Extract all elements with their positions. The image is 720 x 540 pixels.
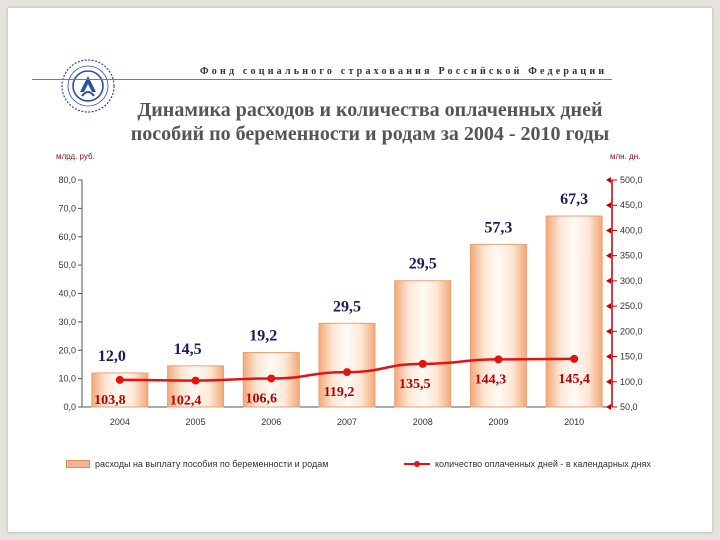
bar-2007	[318, 322, 376, 408]
right-axis-tick-label: 50,0	[620, 402, 638, 412]
right-axis-tick-label: 300,0	[620, 276, 643, 286]
x-axis-tick-label: 2010	[564, 417, 584, 427]
right-axis-tick-label: 200,0	[620, 326, 643, 336]
right-axis-unit: млн. дн.	[610, 152, 641, 161]
x-axis-tick-label: 2008	[413, 417, 433, 427]
bar-value-label: 57,3	[484, 219, 512, 236]
left-axis-tick-label: 80,0	[58, 175, 76, 185]
line-value-label: 145,4	[558, 372, 590, 387]
right-axis-arrow-icon	[606, 303, 611, 310]
right-axis-arrow-icon	[606, 353, 611, 360]
line-point-2010	[570, 354, 579, 363]
legend-bar-swatch	[66, 460, 90, 468]
legend-line-label: количество оплаченных дней - в календарн…	[435, 459, 651, 469]
legend-bars-label: расходы на выплату пособия по беременнос…	[95, 459, 329, 469]
left-axis-tick-label: 0,0	[63, 402, 76, 412]
line-value-label: 106,6	[246, 391, 278, 406]
right-axis-arrow-icon	[606, 378, 611, 385]
bar-2008	[394, 280, 452, 408]
x-axis-tick-label: 2004	[110, 417, 130, 427]
bar-2009	[469, 243, 527, 408]
line-point-2009	[494, 355, 503, 364]
right-axis-arrow-icon	[606, 328, 611, 335]
bar-2010	[545, 215, 603, 408]
bar-value-label: 12,0	[98, 348, 126, 365]
right-axis-tick-label: 250,0	[620, 301, 643, 311]
legend-line: количество оплаченных дней - в календарн…	[404, 459, 651, 469]
chart-title: Динамика расходов и количества оплаченны…	[120, 98, 620, 146]
left-axis-tick-label: 20,0	[58, 345, 76, 355]
right-axis-arrow-icon	[606, 252, 611, 259]
organization-name: Фонд социального страхования Российской …	[200, 66, 608, 77]
right-axis-arrow-icon	[606, 277, 611, 284]
bar-2005	[167, 365, 225, 408]
line-point-2006	[267, 374, 276, 383]
bar-value-label: 29,5	[409, 256, 437, 273]
right-axis-tick-label: 500,0	[620, 175, 643, 185]
left-axis-tick-label: 10,0	[58, 374, 76, 384]
legend-bars: расходы на выплату пособия по беременнос…	[66, 459, 328, 469]
line-point-2007	[343, 368, 351, 377]
right-axis-arrow-icon	[606, 202, 611, 209]
left-axis-tick-label: 60,0	[58, 232, 76, 242]
left-axis-tick-label: 50,0	[58, 260, 76, 270]
left-axis-tick-label: 30,0	[58, 317, 76, 327]
chart-title-line-2: пособий по беременности и родам за 2004 …	[130, 123, 610, 145]
line-value-label: 144,3	[475, 372, 507, 387]
right-axis-tick-label: 450,0	[620, 200, 643, 210]
line-value-label: 103,8	[94, 393, 126, 408]
x-axis-tick-label: 2006	[261, 417, 281, 427]
right-axis-tick-label: 150,0	[620, 352, 643, 362]
right-axis-arrow-icon	[606, 177, 611, 183]
header-divider	[32, 79, 612, 80]
line-value-label: 135,5	[399, 377, 431, 392]
right-axis-tick-label: 100,0	[620, 377, 643, 387]
left-axis-tick-label: 70,0	[58, 203, 76, 213]
right-axis-tick-label: 350,0	[620, 251, 643, 261]
x-axis-tick-label: 2007	[337, 417, 357, 427]
right-axis-arrow-icon	[606, 227, 611, 234]
x-axis-tick-label: 2005	[186, 417, 206, 427]
chart-title-line-1: Динамика расходов и количества оплаченны…	[137, 99, 603, 121]
left-axis-unit: млрд. руб.	[56, 152, 95, 161]
legend-line-swatch	[404, 460, 430, 468]
fss-logo-icon	[61, 59, 115, 113]
left-axis-tick-label: 40,0	[58, 289, 76, 299]
bar-value-label: 14,5	[174, 341, 202, 358]
bar-value-label: 29,5	[333, 298, 361, 315]
bar-2004	[91, 372, 149, 408]
line-value-label: 119,2	[324, 385, 355, 400]
bar-value-label: 19,2	[249, 328, 277, 345]
line-point-2008	[418, 359, 427, 368]
x-axis-tick-label: 2009	[488, 417, 508, 427]
line-value-label: 102,4	[170, 394, 202, 409]
line-point-2005	[191, 376, 200, 385]
line-point-2004	[115, 375, 124, 384]
right-axis-tick-label: 400,0	[620, 225, 643, 235]
right-axis-arrow-icon	[606, 404, 611, 410]
bar-value-label: 67,3	[560, 191, 588, 208]
